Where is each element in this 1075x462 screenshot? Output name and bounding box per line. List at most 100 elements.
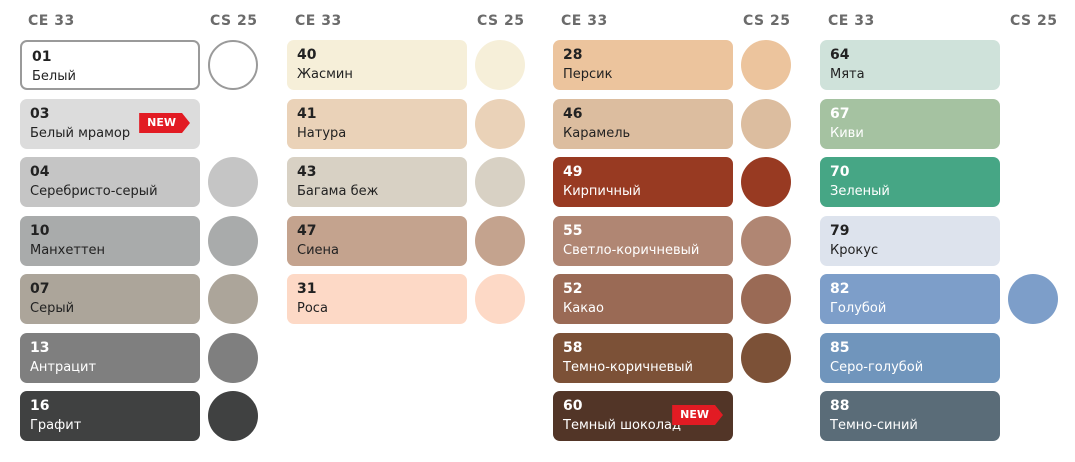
color-code: 31 <box>297 281 317 297</box>
color-swatch-31[interactable]: 31 Роса <box>287 274 467 324</box>
color-name: Белый <box>32 69 76 84</box>
color-swatch-43[interactable]: 43 Багама беж <box>287 157 467 207</box>
color-name: Белый мрамор <box>30 126 131 141</box>
cs-25-header: CS 25 <box>1010 13 1058 29</box>
color-swatch-52[interactable]: 52 Какао <box>553 274 733 324</box>
color-name: Антрацит <box>30 360 97 375</box>
color-name: Серо-голубой <box>830 360 924 375</box>
color-code: 28 <box>563 47 583 63</box>
color-name: Темно-синий <box>830 418 918 433</box>
color-code: 16 <box>30 398 50 414</box>
color-code: 79 <box>830 223 850 239</box>
new-badge: NEW <box>672 405 723 425</box>
cs25-swatch-46[interactable] <box>741 99 791 149</box>
color-swatch-04[interactable]: 04 Серебристо-серый <box>20 157 200 207</box>
color-code: 10 <box>30 223 50 239</box>
color-name: Багама беж <box>297 184 379 199</box>
color-code: 49 <box>563 164 583 180</box>
cs25-swatch-58[interactable] <box>741 333 791 383</box>
color-code: 58 <box>563 340 583 356</box>
color-swatch-55[interactable]: 55 Светло-коричневый <box>553 216 733 266</box>
color-code: 13 <box>30 340 50 356</box>
cs25-swatch-55[interactable] <box>741 216 791 266</box>
color-swatch-03[interactable]: 03 Белый мрамор NEW <box>20 99 200 149</box>
ce-33-header: CE 33 <box>28 13 75 29</box>
color-swatch-49[interactable]: 49 Кирпичный <box>553 157 733 207</box>
color-swatch-85[interactable]: 85 Серо-голубой <box>820 333 1000 383</box>
color-code: 47 <box>297 223 317 239</box>
color-code: 07 <box>30 281 50 297</box>
color-swatch-10[interactable]: 10 Манхеттен <box>20 216 200 266</box>
color-swatch-16[interactable]: 16 Графит <box>20 391 200 441</box>
color-name: Зеленый <box>830 184 890 199</box>
color-code: 03 <box>30 106 50 122</box>
color-swatch-41[interactable]: 41 Натура <box>287 99 467 149</box>
cs-25-header: CS 25 <box>743 13 791 29</box>
color-name: Графит <box>30 418 82 433</box>
color-name: Карамель <box>563 126 631 141</box>
color-swatch-60[interactable]: 60 Темный шоколад NEW <box>553 391 733 441</box>
color-code: 85 <box>830 340 850 356</box>
color-name: Жасмин <box>297 67 353 82</box>
color-swatch-82[interactable]: 82 Голубой <box>820 274 1000 324</box>
cs25-swatch-31[interactable] <box>475 274 525 324</box>
color-code: 70 <box>830 164 850 180</box>
color-name: Манхеттен <box>30 243 106 258</box>
color-code: 82 <box>830 281 850 297</box>
color-swatch-28[interactable]: 28 Персик <box>553 40 733 90</box>
color-code: 55 <box>563 223 583 239</box>
color-swatch-01[interactable]: 01 Белый <box>20 40 200 90</box>
color-code: 43 <box>297 164 317 180</box>
color-swatch-58[interactable]: 58 Темно-коричневый <box>553 333 733 383</box>
color-code: 67 <box>830 106 850 122</box>
color-code: 52 <box>563 281 583 297</box>
color-name: Киви <box>830 126 864 141</box>
color-name: Натура <box>297 126 347 141</box>
cs25-swatch-52[interactable] <box>741 274 791 324</box>
cs25-swatch-41[interactable] <box>475 99 525 149</box>
cs25-swatch-04[interactable] <box>208 157 258 207</box>
color-swatch-64[interactable]: 64 Мята <box>820 40 1000 90</box>
cs25-swatch-07[interactable] <box>208 274 258 324</box>
cs25-swatch-49[interactable] <box>741 157 791 207</box>
color-name: Серебристо-серый <box>30 184 158 199</box>
color-code: 88 <box>830 398 850 414</box>
cs25-swatch-13[interactable] <box>208 333 258 383</box>
cs25-swatch-47[interactable] <box>475 216 525 266</box>
color-code: 41 <box>297 106 317 122</box>
color-name: Кирпичный <box>563 184 641 199</box>
color-code: 40 <box>297 47 317 63</box>
color-name: Серый <box>30 301 75 316</box>
color-swatch-07[interactable]: 07 Серый <box>20 274 200 324</box>
cs-25-header: CS 25 <box>477 13 525 29</box>
ce-33-header: CE 33 <box>295 13 342 29</box>
cs25-swatch-10[interactable] <box>208 216 258 266</box>
color-name: Какао <box>563 301 604 316</box>
ce-33-header: CE 33 <box>561 13 608 29</box>
color-swatch-88[interactable]: 88 Темно-синий <box>820 391 1000 441</box>
color-name: Персик <box>563 67 613 82</box>
color-swatch-13[interactable]: 13 Антрацит <box>20 333 200 383</box>
color-swatch-40[interactable]: 40 Жасмин <box>287 40 467 90</box>
color-swatch-46[interactable]: 46 Карамель <box>553 99 733 149</box>
cs25-swatch-01[interactable] <box>208 40 258 90</box>
cs25-swatch-16[interactable] <box>208 391 258 441</box>
color-name: Голубой <box>830 301 887 316</box>
color-swatch-70[interactable]: 70 Зеленый <box>820 157 1000 207</box>
color-code: 01 <box>32 49 52 65</box>
color-name: Светло-коричневый <box>563 243 700 258</box>
cs-25-header: CS 25 <box>210 13 258 29</box>
color-code: 64 <box>830 47 850 63</box>
color-name: Сиена <box>297 243 339 258</box>
color-swatch-67[interactable]: 67 Киви <box>820 99 1000 149</box>
cs25-swatch-28[interactable] <box>741 40 791 90</box>
cs25-swatch-43[interactable] <box>475 157 525 207</box>
color-name: Темный шоколад <box>563 418 682 433</box>
color-swatch-47[interactable]: 47 Сиена <box>287 216 467 266</box>
color-name: Темно-коричневый <box>563 360 693 375</box>
cs25-swatch-82[interactable] <box>1008 274 1058 324</box>
color-swatch-79[interactable]: 79 Крокус <box>820 216 1000 266</box>
color-name: Роса <box>297 301 328 316</box>
cs25-swatch-40[interactable] <box>475 40 525 90</box>
color-name: Мята <box>830 67 865 82</box>
